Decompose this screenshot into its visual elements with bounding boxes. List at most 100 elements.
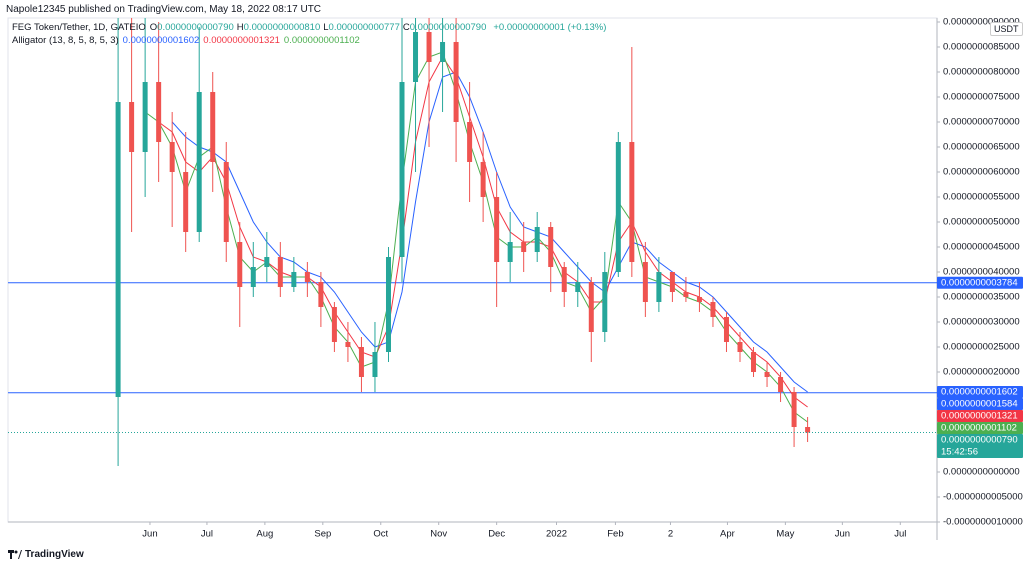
candle-body bbox=[196, 92, 202, 232]
x-tick-label: May bbox=[776, 529, 794, 540]
y-tick-label: -0.0000000005000 bbox=[943, 492, 1023, 503]
candle-body bbox=[210, 92, 216, 162]
price-tag-label: 0.0000000001102 bbox=[941, 423, 1017, 434]
y-tick-label: 0.0000000025000 bbox=[943, 342, 1020, 353]
candle-body bbox=[669, 272, 675, 292]
x-tick-label: 2 bbox=[668, 529, 673, 540]
x-tick-label: Nov bbox=[430, 529, 447, 540]
ohlc-key: C bbox=[402, 22, 410, 33]
y-tick-label: -0.0000000010000 bbox=[943, 517, 1023, 528]
candle-body bbox=[683, 292, 689, 297]
candle-body bbox=[413, 32, 419, 82]
candle-body bbox=[331, 307, 337, 342]
y-tick-label: 0.0000000070000 bbox=[943, 117, 1020, 128]
ohlc-item: O0.0000000000790 bbox=[150, 22, 234, 33]
candle-body bbox=[250, 267, 256, 287]
ohlc-item: L0.000000000777 bbox=[323, 22, 400, 33]
y-tick-label: 0.0000000045000 bbox=[943, 242, 1020, 253]
candle-body bbox=[142, 82, 148, 152]
symbol-legend: FEG Token/Tether, 1D, GATEIO O0.000000000… bbox=[12, 22, 610, 33]
indicator-value: 0.0000000001102 bbox=[283, 35, 360, 46]
candle-body bbox=[156, 82, 162, 142]
x-tick-label: Oct bbox=[373, 529, 388, 540]
x-tick-label: Apr bbox=[720, 529, 735, 540]
alligator-line bbox=[171, 71, 808, 393]
ohlc-value: 0.0000000000810 bbox=[243, 22, 321, 33]
candle-body bbox=[318, 282, 324, 307]
y-tick-label: 0.0000000075000 bbox=[943, 92, 1020, 103]
candle-body bbox=[385, 257, 391, 352]
candle-body bbox=[521, 242, 527, 252]
x-tick-label: Aug bbox=[256, 529, 273, 540]
currency-badge[interactable]: USDT bbox=[990, 22, 1023, 36]
candle-body bbox=[358, 347, 364, 377]
candle-body bbox=[791, 392, 797, 427]
ohlc-key: H bbox=[236, 22, 244, 33]
y-tick-label: 0.0000000055000 bbox=[943, 192, 1020, 203]
x-tick-label: Jul bbox=[894, 529, 906, 540]
x-tick-label: Dec bbox=[488, 529, 505, 540]
x-tick-label: Jun bbox=[142, 529, 157, 540]
candle-body bbox=[561, 267, 567, 292]
indicator-value: 0.0000000001602 bbox=[122, 35, 200, 46]
candle-body bbox=[751, 352, 757, 372]
candle-body bbox=[710, 302, 716, 317]
candle-body bbox=[264, 257, 270, 267]
y-tick-label: 0.0000000030000 bbox=[943, 317, 1020, 328]
price-tag bbox=[937, 398, 1023, 410]
y-tick-label: 0.0000000000000 bbox=[943, 467, 1020, 478]
candle-body bbox=[629, 142, 635, 262]
price-tag bbox=[937, 276, 1023, 289]
candle-body bbox=[399, 82, 405, 257]
y-tick-label: 0.0000000020000 bbox=[943, 367, 1020, 378]
candle-body bbox=[737, 342, 743, 352]
y-tick-label: 0.0000000065000 bbox=[943, 142, 1020, 153]
price-tag bbox=[937, 410, 1023, 422]
y-tick-label: 0.0000000050000 bbox=[943, 217, 1020, 228]
ohlc: O0.0000000000790 H0.0000000000810 L0.00000… bbox=[150, 22, 490, 33]
candle-body bbox=[169, 142, 175, 172]
candle-body bbox=[534, 227, 540, 252]
symbol: FEG Token/Tether, 1D, GATEIO bbox=[12, 22, 146, 33]
brand-logo[interactable]: TradingView bbox=[8, 549, 84, 560]
candle-body bbox=[129, 102, 135, 152]
price-tag-label: 0.0000000003784 bbox=[941, 277, 1018, 288]
axes: 0.0000000090000 0.0000000085000 0.00000000… bbox=[142, 17, 1022, 540]
x-tick-label: 2022 bbox=[546, 529, 567, 540]
candle-body bbox=[453, 42, 459, 122]
ohlc-value: 0.0000000000790 bbox=[157, 22, 234, 33]
candle-body bbox=[656, 272, 662, 302]
candle-body bbox=[494, 197, 500, 262]
plot-frame bbox=[7, 17, 938, 523]
indicator-values: 0.0000000001602 0.0000000001321 0.00000000… bbox=[123, 35, 364, 46]
candle-body bbox=[237, 242, 243, 287]
y-tick-label: 0.0000000060000 bbox=[943, 167, 1020, 178]
x-tick-label: Jun bbox=[835, 529, 850, 540]
candle-body bbox=[615, 142, 621, 272]
candle-body bbox=[723, 317, 729, 342]
candle-body bbox=[778, 377, 784, 392]
price-tag bbox=[937, 422, 1023, 434]
y-tick-label: 0.0000000080000 bbox=[943, 67, 1020, 78]
candle-body bbox=[602, 272, 608, 332]
x-tick-label: Sep bbox=[314, 529, 331, 540]
candle-body bbox=[223, 162, 229, 242]
y-tick-label: 0.0000000035000 bbox=[943, 292, 1020, 303]
price-tag bbox=[937, 434, 1023, 458]
price-tag bbox=[937, 386, 1023, 398]
candle-body bbox=[480, 162, 486, 197]
candle-body bbox=[372, 352, 378, 377]
candle-body bbox=[183, 172, 189, 232]
candle-body bbox=[277, 257, 283, 287]
ohlc-key: O bbox=[149, 22, 158, 33]
candle-body bbox=[642, 262, 648, 302]
x-tick-label: Feb bbox=[607, 529, 623, 540]
candle-body bbox=[548, 227, 554, 267]
candle-body bbox=[345, 342, 351, 347]
plot-area bbox=[8, 18, 937, 466]
y-tick-label: 0.0000000085000 bbox=[943, 42, 1020, 53]
candle-body bbox=[575, 282, 581, 292]
price-tag-label: 0.0000000001584 bbox=[941, 399, 1018, 410]
brand-icon bbox=[8, 549, 22, 559]
